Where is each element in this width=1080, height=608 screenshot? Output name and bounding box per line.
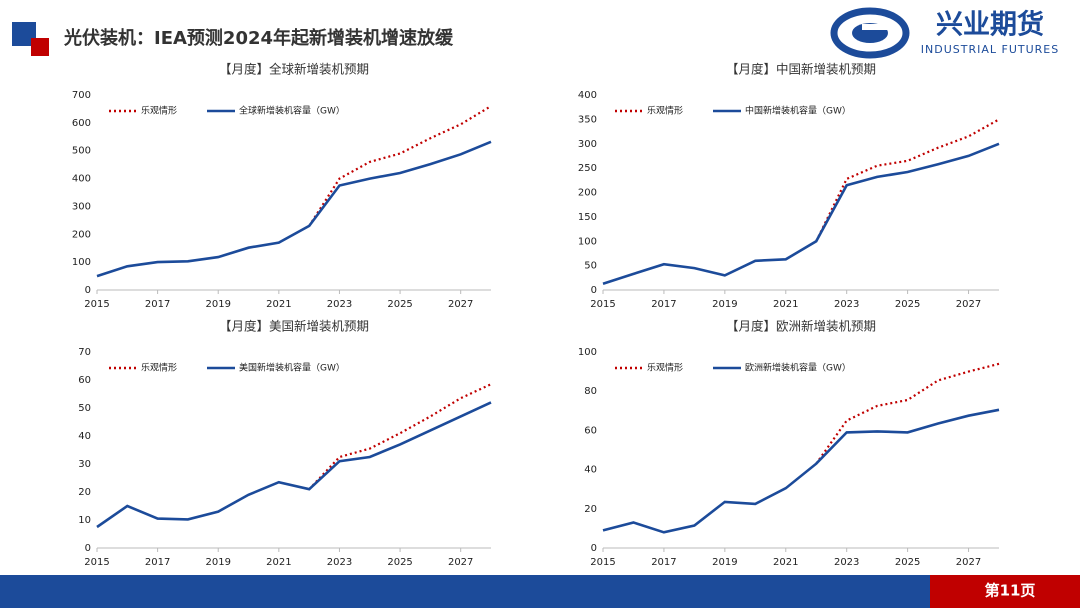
y-tick-label: 10 [78,515,91,526]
series-line [96,140,492,278]
x-tick-label: 2017 [145,557,170,568]
y-tick-label: 60 [584,425,597,436]
y-tick-label: 0 [591,285,597,296]
legend-label: 乐观情形 [141,105,177,117]
y-tick-label: 100 [578,236,597,247]
logo-ring [830,7,910,59]
y-tick-label: 70 [78,347,91,358]
chart-title: 【月度】欧洲新增装机预期 [726,319,876,334]
y-tick-label: 300 [578,139,597,150]
x-tick-label: 2021 [266,299,291,310]
y-tick-label: 0 [591,543,597,554]
y-tick-label: 250 [578,163,597,174]
y-tick-label: 60 [78,375,91,386]
legend-label: 全球新增装机容量（GW） [239,105,345,117]
x-tick-label: 2027 [448,299,473,310]
y-tick-label: 30 [78,459,91,470]
page-number: 第11页 [985,582,1036,600]
deco-square [31,38,49,56]
x-tick-label: 2019 [712,299,737,310]
x-tick-label: 2025 [895,557,920,568]
x-tick-label: 2027 [956,299,981,310]
y-tick-label: 150 [578,212,597,223]
x-tick-label: 2019 [206,557,231,568]
chart-title: 【月度】中国新增装机预期 [726,62,876,77]
x-tick-label: 2019 [206,299,231,310]
y-tick-label: 600 [72,118,91,129]
x-tick-label: 2023 [834,299,859,310]
y-tick-label: 20 [78,487,91,498]
x-tick-label: 2021 [266,557,291,568]
x-tick-label: 2025 [387,557,412,568]
legend-label: 乐观情形 [647,105,683,117]
y-tick-label: 50 [78,403,91,414]
logo [830,7,910,59]
chart-title: 【月度】美国新增装机预期 [219,319,369,334]
x-tick-label: 2025 [387,299,412,310]
y-tick-label: 200 [578,188,597,199]
y-tick-label: 350 [578,114,597,125]
y-tick-label: 40 [584,465,597,476]
x-tick-label: 2015 [84,557,109,568]
x-tick-label: 2023 [834,557,859,568]
footer-page-box [930,575,1080,608]
y-tick-label: 40 [78,431,91,442]
x-tick-label: 2017 [651,557,676,568]
y-tick-label: 400 [578,90,597,101]
logo-sub: INDUSTRIAL FUTURES [921,43,1059,56]
y-tick-label: 100 [578,347,597,358]
series-line [602,408,1000,534]
x-tick-label: 2021 [773,299,798,310]
x-tick-label: 2015 [84,299,109,310]
x-tick-label: 2025 [895,299,920,310]
x-tick-label: 2015 [590,557,615,568]
slide-title: 光伏装机：IEA预测2024年起新增装机增速放缓 [63,27,454,49]
y-tick-label: 700 [72,90,91,101]
footer-band [0,575,1080,608]
y-tick-label: 0 [85,543,91,554]
y-tick-label: 100 [72,257,91,268]
x-tick-label: 2017 [651,299,676,310]
series-line [815,362,1000,465]
series-line [815,118,1000,242]
y-tick-label: 20 [584,504,597,515]
legend-label: 美国新增装机容量（GW） [239,362,345,374]
x-tick-label: 2021 [773,557,798,568]
series-line [602,142,1000,285]
legend-label: 欧洲新增装机容量（GW） [745,362,851,374]
x-tick-label: 2023 [327,299,352,310]
series-line [96,401,492,529]
series-line [308,383,492,490]
y-tick-label: 300 [72,201,91,212]
legend-label: 中国新增装机容量（GW） [745,105,851,117]
y-tick-label: 200 [72,229,91,240]
chart-title: 【月度】全球新增装机预期 [219,62,369,77]
legend-label: 乐观情形 [647,362,683,374]
series-line [308,105,492,227]
y-tick-label: 50 [584,261,597,272]
y-tick-label: 500 [72,146,91,157]
y-tick-label: 80 [584,386,597,397]
x-tick-label: 2015 [590,299,615,310]
x-tick-label: 2017 [145,299,170,310]
x-tick-label: 2019 [712,557,737,568]
x-tick-label: 2023 [327,557,352,568]
logo-name: 兴业期货 [936,9,1044,41]
x-tick-label: 2027 [448,557,473,568]
legend-label: 乐观情形 [141,362,177,374]
y-tick-label: 0 [85,285,91,296]
x-tick-label: 2027 [956,557,981,568]
y-tick-label: 400 [72,174,91,185]
logo-cut [862,24,892,30]
